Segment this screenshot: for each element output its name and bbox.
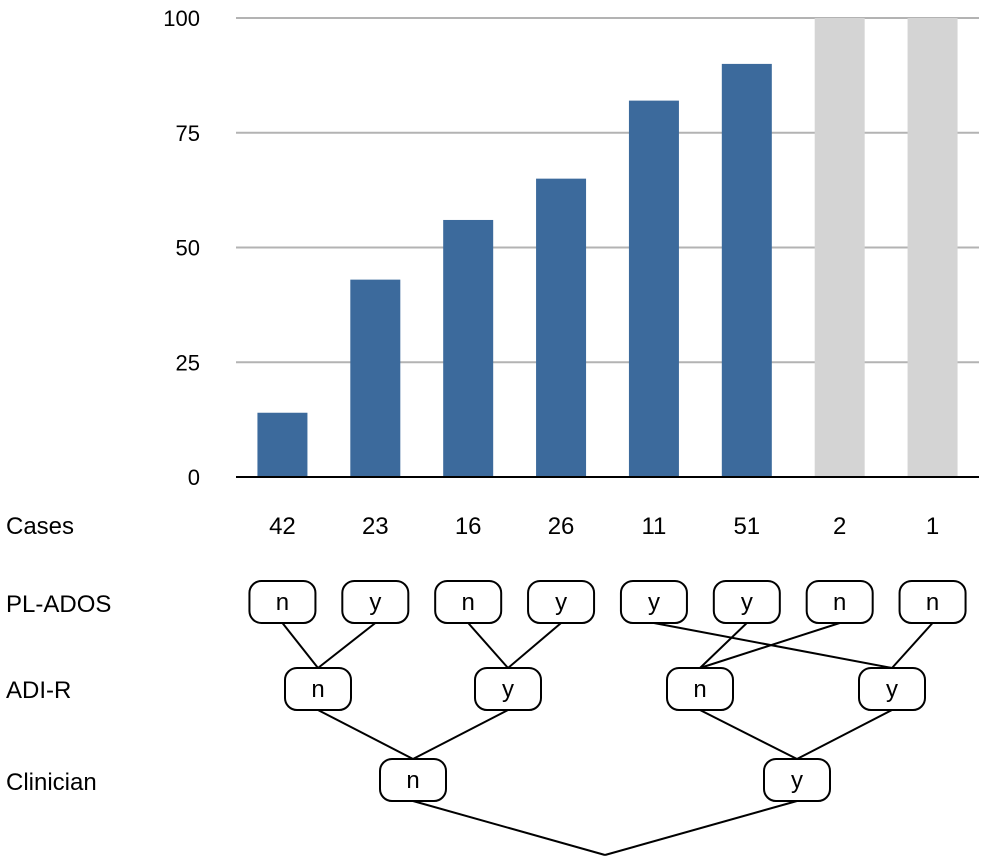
pl-ados-node: n — [898, 580, 967, 624]
bar — [628, 100, 679, 478]
tree-edge — [699, 709, 798, 760]
pl-ados-node: y — [341, 580, 410, 624]
pl-ados-node: y — [712, 580, 781, 624]
tree-edge — [796, 709, 893, 760]
case-count: 1 — [926, 513, 939, 540]
tree-nodes: n y n y y y n n n y n y n y — [248, 580, 967, 802]
y-tick-label: 75 — [176, 121, 200, 146]
node-label: n — [276, 589, 289, 616]
bar — [814, 18, 865, 477]
node-label: y — [502, 676, 514, 703]
node-label: y — [791, 767, 803, 794]
node-label: y — [648, 589, 660, 616]
bar — [350, 279, 401, 477]
row-label-pl-ados: PL-ADOS — [6, 591, 111, 618]
adi-r-node: y — [858, 667, 926, 711]
node-label: y — [741, 589, 753, 616]
case-count: 11 — [641, 513, 666, 540]
node-label: n — [693, 676, 706, 703]
y-tick-label: 25 — [176, 350, 200, 375]
node-label: n — [833, 589, 846, 616]
clinician-node: y — [763, 758, 831, 802]
tree-edge — [412, 709, 509, 760]
clinician-node: n — [379, 758, 447, 802]
pl-ados-node: n — [248, 580, 317, 624]
case-count: 16 — [455, 513, 482, 540]
tree-edge — [317, 709, 414, 760]
bar — [721, 63, 772, 478]
pl-ados-node: n — [805, 580, 874, 624]
node-label: n — [311, 676, 324, 703]
case-count: 26 — [548, 513, 575, 540]
pl-ados-node: n — [434, 580, 503, 624]
tree-edges — [281, 622, 934, 856]
pl-ados-node: y — [619, 580, 688, 624]
bar — [536, 178, 587, 477]
case-count: 42 — [269, 513, 296, 540]
tree-edge — [507, 622, 562, 669]
case-counts: 42 23 16 26 11 51 2 1 — [269, 513, 939, 540]
case-count: 23 — [362, 513, 389, 540]
case-count: 2 — [833, 513, 846, 540]
adi-r-node: y — [474, 667, 542, 711]
tree-edge — [281, 622, 319, 669]
bar — [443, 219, 494, 477]
row-label-clinician: Clinician — [6, 769, 97, 796]
bar — [257, 412, 308, 477]
y-tick-label: 0 — [188, 465, 200, 490]
tree-edge — [891, 622, 934, 669]
tree-edge — [699, 622, 840, 669]
tree-edge — [604, 800, 798, 856]
gridlines — [236, 17, 979, 364]
node-label: n — [406, 767, 419, 794]
adi-r-node: n — [666, 667, 734, 711]
adi-r-node: n — [284, 667, 352, 711]
tree-edge — [317, 622, 376, 669]
y-tick-label: 50 — [176, 236, 200, 261]
row-label-adi-r: ADI-R — [6, 677, 71, 704]
node-label: n — [462, 589, 475, 616]
row-label-cases: Cases — [6, 513, 74, 540]
y-tick-labels: 0 25 50 75 100 — [163, 6, 200, 490]
case-count: 51 — [733, 513, 760, 540]
node-label: n — [926, 589, 939, 616]
node-label: y — [555, 589, 567, 616]
node-label: y — [369, 589, 381, 616]
tree-edge — [412, 800, 606, 856]
bar — [907, 18, 958, 477]
bars — [257, 18, 958, 478]
node-label: y — [886, 676, 898, 703]
pl-ados-node: y — [527, 580, 596, 624]
y-tick-label: 100 — [163, 6, 200, 31]
tree-edge — [699, 622, 748, 669]
tree-edge — [467, 622, 509, 669]
